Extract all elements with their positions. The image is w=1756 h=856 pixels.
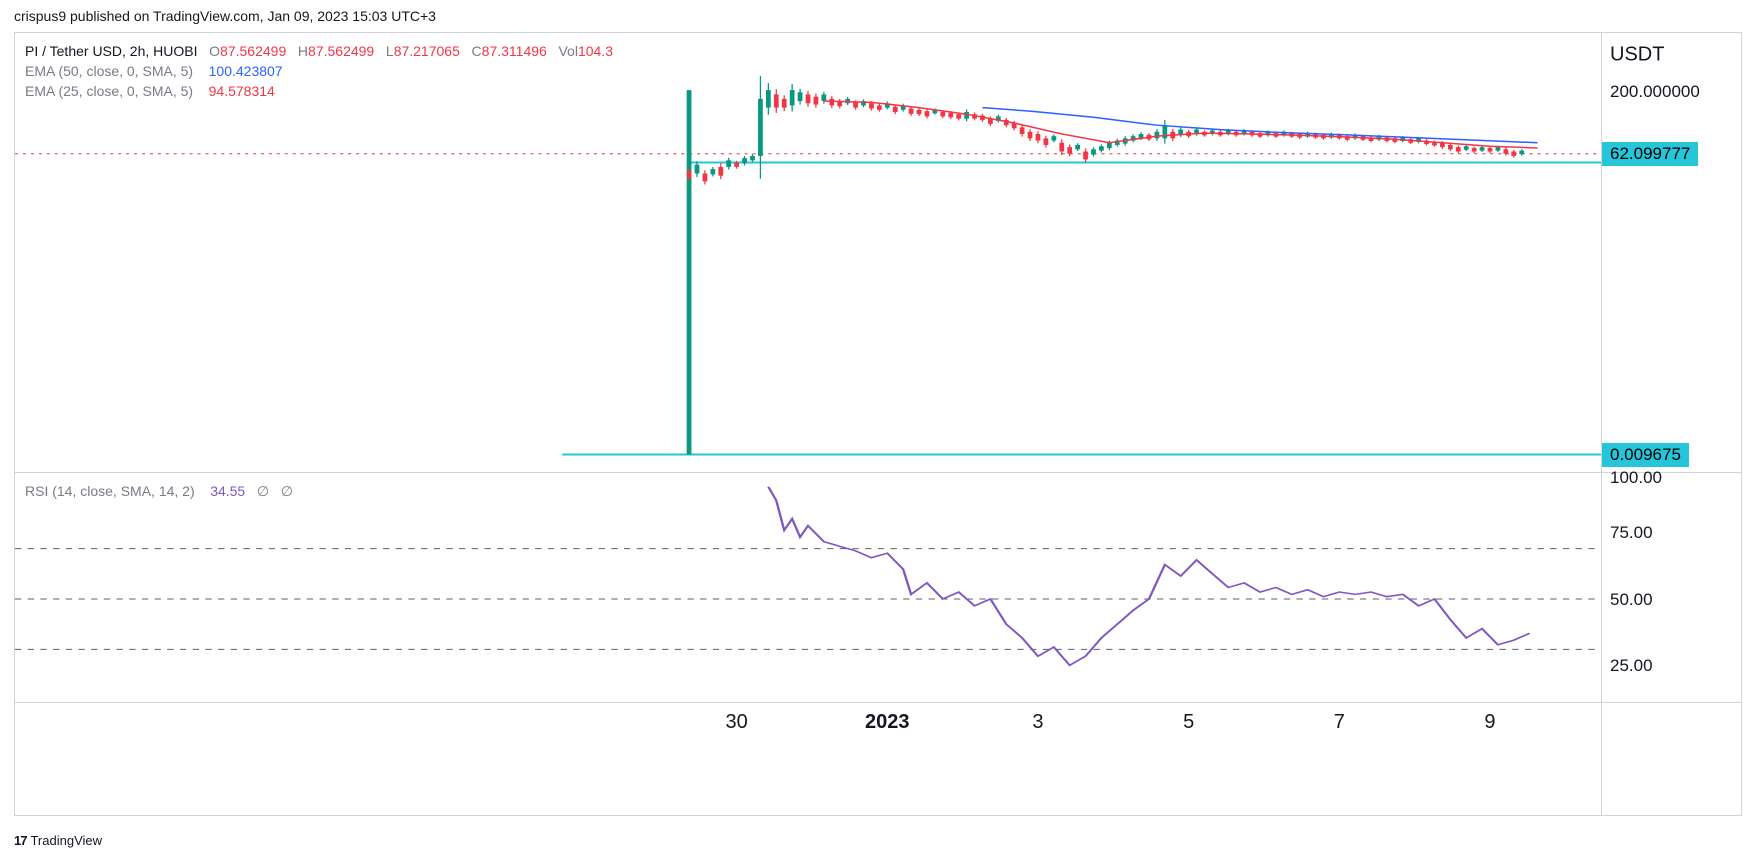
price-scale[interactable]: USDT 200.000000 62.099777 0.009675 <box>1601 33 1741 472</box>
rsi-tick: 75.00 <box>1610 523 1653 543</box>
ohlc-h-label: H <box>298 43 308 59</box>
xaxis-scale-gap <box>1601 703 1741 815</box>
xaxis-area: 30 2023 3 5 7 9 <box>15 703 1601 815</box>
ema50-value: 100.423807 <box>209 63 283 79</box>
publish-text: crispus9 published on TradingView.com, J… <box>14 8 436 24</box>
xaxis-tick: 9 <box>1484 711 1495 734</box>
xaxis-tick: 7 <box>1334 711 1345 734</box>
publish-header: crispus9 published on TradingView.com, J… <box>0 0 1756 30</box>
ohlc-l-value: 87.217065 <box>394 43 460 59</box>
ema25-value: 94.578314 <box>209 83 275 99</box>
rsi-tick: 50.00 <box>1610 590 1653 610</box>
rsi-scale[interactable]: 100.0075.0050.0025.00 <box>1601 473 1741 702</box>
xaxis-tick: 5 <box>1183 711 1194 734</box>
ohlc-c-value: 87.311496 <box>482 43 547 59</box>
rsi-label: RSI (14, close, SMA, 14, 2) <box>25 483 195 499</box>
price-legend: PI / Tether USD, 2h, HUOBI O87.562499 H8… <box>25 41 613 101</box>
vol-label: Vol <box>558 43 577 59</box>
current-price-tag: 62.099777 <box>1602 142 1698 166</box>
ohlc-o-label: O <box>209 43 220 59</box>
rsi-tick: 25.00 <box>1610 656 1653 676</box>
ohlc-o-value: 87.562499 <box>220 43 286 59</box>
price-tick-200: 200.000000 <box>1610 82 1700 102</box>
rsi-pane[interactable]: RSI (14, close, SMA, 14, 2) 34.55 ∅ ∅ 10… <box>15 473 1741 703</box>
xaxis-pane[interactable]: 30 2023 3 5 7 9 <box>15 703 1741 815</box>
ohlc-c-label: C <box>472 43 482 59</box>
rsi-tick: 100.00 <box>1610 468 1662 488</box>
chart-container: PI / Tether USD, 2h, HUOBI O87.562499 H8… <box>14 32 1742 816</box>
low-price-tag: 0.009675 <box>1602 443 1689 467</box>
rsi-null-1: ∅ <box>257 483 269 499</box>
tradingview-logo[interactable]: 17 TradingView <box>14 833 102 848</box>
logo-text: TradingView <box>30 833 102 848</box>
ema25-label: EMA (25, close, 0, SMA, 5) <box>25 83 193 99</box>
logo-mark-icon: 17 <box>14 833 26 848</box>
vol-value: 104.3 <box>578 43 613 59</box>
xaxis-tick: 30 <box>726 711 748 734</box>
ema50-label: EMA (50, close, 0, SMA, 5) <box>25 63 193 79</box>
quote-currency-label: USDT <box>1610 44 1664 67</box>
rsi-null-2: ∅ <box>281 483 293 499</box>
symbol-label: PI / Tether USD, 2h, HUOBI <box>25 43 197 59</box>
ohlc-l-label: L <box>386 43 394 59</box>
rsi-svg <box>15 473 1601 702</box>
rsi-value: 34.55 <box>210 483 245 499</box>
price-pane[interactable]: PI / Tether USD, 2h, HUOBI O87.562499 H8… <box>15 33 1741 473</box>
rsi-plot-area[interactable] <box>15 473 1601 702</box>
ohlc-h-value: 87.562499 <box>308 43 374 59</box>
rsi-legend: RSI (14, close, SMA, 14, 2) 34.55 ∅ ∅ <box>25 481 293 501</box>
xaxis-tick: 2023 <box>865 711 910 734</box>
xaxis-tick: 3 <box>1032 711 1043 734</box>
